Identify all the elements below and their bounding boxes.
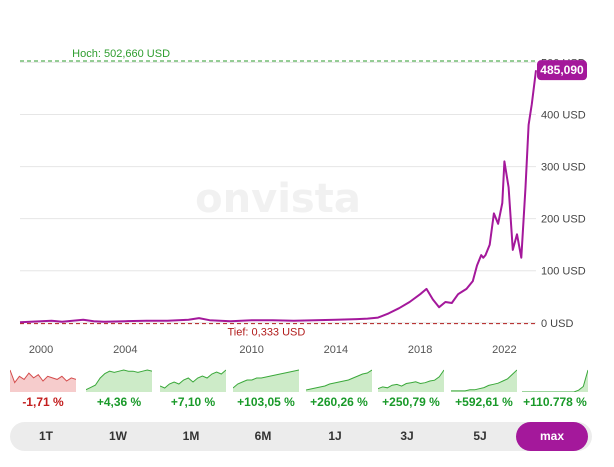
sparkline-card: +250,79 % bbox=[378, 368, 444, 412]
range-button-1w[interactable]: 1W bbox=[109, 429, 127, 443]
sparkline-graph bbox=[160, 369, 226, 392]
current-price-badge bbox=[537, 60, 587, 81]
performance-sparklines: -1,71 % +4,36 % +7,10 % +103,05 % +260,26 % +… bbox=[10, 368, 596, 412]
y-tick-label: 100 USD bbox=[541, 266, 586, 278]
range-button-1j[interactable]: 1J bbox=[328, 429, 342, 443]
sparkline-graph bbox=[378, 369, 444, 392]
sparkline-area bbox=[522, 370, 588, 392]
sparkline-area bbox=[451, 370, 517, 392]
sparkline-area bbox=[378, 370, 444, 392]
sparkline-area bbox=[160, 370, 226, 392]
y-tick-label: 200 USD bbox=[541, 214, 586, 226]
x-axis: 2000 2004 2010 2014 2018 2022 bbox=[29, 344, 517, 356]
sparkline-area bbox=[233, 370, 299, 392]
sparkline-graph bbox=[86, 369, 152, 392]
sparkline-card: +103,05 % bbox=[233, 368, 299, 412]
sparkline-line bbox=[233, 369, 299, 389]
watermark: onvista bbox=[195, 176, 361, 222]
high-label: Hoch: 502,660 USD bbox=[72, 48, 170, 60]
sparkline-percent: +4,36 % bbox=[96, 395, 142, 409]
y-tick-label: 0 USD bbox=[541, 318, 573, 330]
price-series-line bbox=[19, 70, 537, 324]
sparkline-card: -1,71 % bbox=[10, 368, 76, 412]
sparkline-graph bbox=[233, 369, 299, 392]
range-button-1m[interactable]: 1M bbox=[182, 429, 200, 443]
sparkline-percent: +260,26 % bbox=[310, 395, 368, 409]
sparkline-card: +7,10 % bbox=[160, 368, 226, 412]
sparkline-card: +110.778 % bbox=[522, 368, 588, 412]
sparkline-graph bbox=[451, 369, 517, 392]
sparkline-graph bbox=[10, 369, 76, 392]
range-button-6m[interactable]: 6M bbox=[254, 429, 272, 443]
x-tick-label: 2000 bbox=[29, 344, 53, 356]
y-tick-label: 300 USD bbox=[541, 162, 586, 174]
sparkline-percent: +103,05 % bbox=[237, 395, 295, 409]
sparkline-percent: +250,79 % bbox=[382, 395, 440, 409]
low-label: Tief: 0,333 USD bbox=[227, 327, 305, 339]
sparkline-area bbox=[306, 370, 372, 392]
sparkline-card: +260,26 % bbox=[306, 368, 372, 412]
sparkline-card: +4,36 % bbox=[86, 368, 152, 412]
sparkline-line bbox=[160, 369, 226, 389]
sparkline-line bbox=[306, 369, 372, 391]
range-button-1t[interactable]: 1T bbox=[38, 429, 53, 443]
x-tick-label: 2014 bbox=[324, 344, 348, 356]
range-button-max[interactable]: max bbox=[516, 422, 588, 451]
sparkline-line bbox=[378, 369, 444, 390]
sparkline-line bbox=[86, 369, 152, 391]
grid-lines bbox=[20, 61, 536, 324]
sparkline-percent: -1,71 % bbox=[22, 395, 64, 409]
sparkline-percent: +7,10 % bbox=[170, 395, 216, 409]
sparkline-area bbox=[86, 370, 152, 392]
x-tick-label: 2018 bbox=[408, 344, 432, 356]
range-button-3j[interactable]: 3J bbox=[400, 429, 414, 443]
time-range-selector: 1T 1W 1M 6M 1J 3J 5J max bbox=[10, 422, 592, 451]
sparkline-percent: +110.778 % bbox=[523, 395, 587, 409]
sparkline-line bbox=[10, 369, 76, 384]
x-tick-label: 2004 bbox=[113, 344, 137, 356]
x-tick-label: 2010 bbox=[239, 344, 263, 356]
sparkline-percent: +592,61 % bbox=[455, 395, 513, 409]
sparkline-card: +592,61 % bbox=[451, 368, 517, 412]
sparkline-graph bbox=[306, 369, 372, 392]
x-tick-label: 2022 bbox=[492, 344, 516, 356]
range-button-5j[interactable]: 5J bbox=[473, 429, 487, 443]
price-chart: onvista 0 USD 100 USD 200 USD 300 USD 400 US… bbox=[19, 48, 587, 356]
sparkline-line bbox=[522, 369, 588, 392]
y-tick-label: 400 USD bbox=[541, 109, 586, 121]
sparkline-graph bbox=[522, 369, 588, 392]
current-price-label: 485,090 bbox=[540, 63, 584, 77]
sparkline-line bbox=[451, 369, 517, 392]
